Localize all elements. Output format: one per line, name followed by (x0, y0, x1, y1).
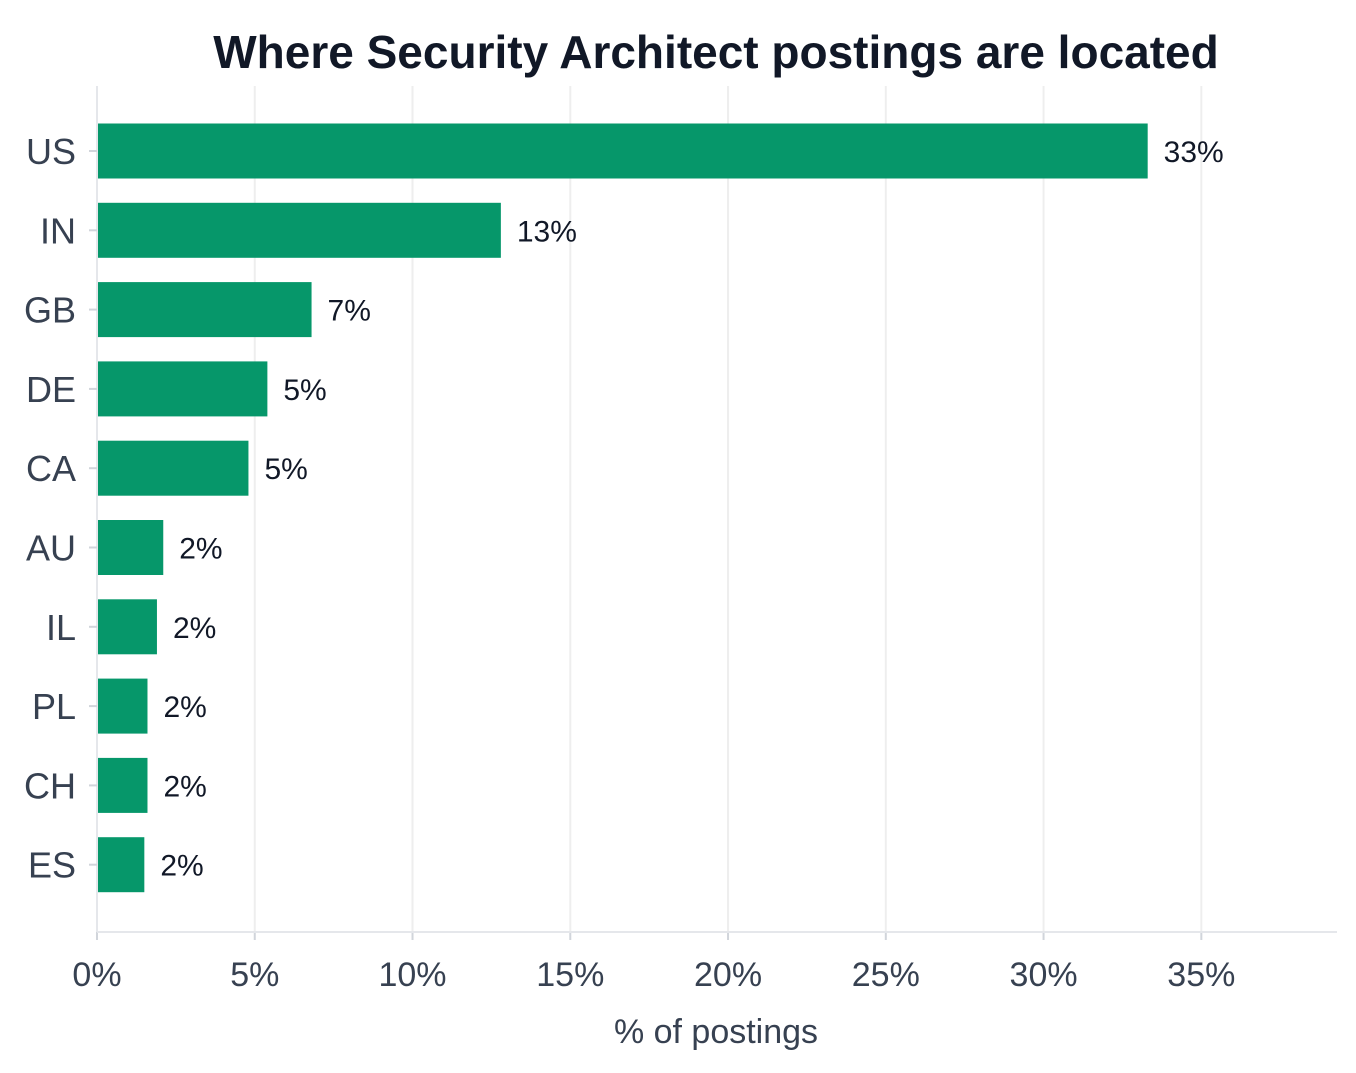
x-tick-label: 30% (1010, 956, 1078, 994)
x-tick-label: 25% (852, 956, 920, 994)
bar-de (97, 361, 268, 417)
bar-il (97, 599, 157, 655)
data-label: 2% (163, 691, 206, 724)
data-label: 2% (163, 770, 206, 803)
x-tick-label: 20% (694, 956, 762, 994)
labels: 0% 5% 10% 15% 20% 25% 30% 35% US 33% IN 13% GB 7% DE 5%… (24, 131, 1235, 994)
y-tick-label: US (26, 131, 76, 172)
x-axis-label: % of postings (614, 1013, 818, 1051)
bar-pl (97, 678, 148, 734)
data-label: 2% (179, 533, 222, 566)
y-tick-label: ES (28, 845, 76, 886)
x-tick-label: 0% (72, 956, 121, 994)
data-label: 33% (1164, 136, 1224, 169)
data-label: 13% (517, 215, 577, 248)
bar-ca (97, 440, 249, 496)
chart-title: Where Security Architect postings are lo… (213, 26, 1218, 78)
axes (89, 86, 1337, 940)
x-tick-label: 15% (536, 956, 604, 994)
data-label: 2% (160, 850, 203, 883)
y-tick-label: CH (24, 765, 76, 806)
bar-gb (97, 282, 312, 338)
x-tick-label: 10% (378, 956, 446, 994)
data-label: 7% (328, 295, 371, 328)
data-label: 5% (264, 453, 307, 486)
y-tick-label: IN (40, 210, 76, 251)
y-tick-label: GB (24, 290, 76, 331)
data-label: 5% (283, 374, 326, 407)
y-tick-label: DE (26, 369, 76, 410)
x-tick-label: 35% (1167, 956, 1235, 994)
x-tick-label: 5% (230, 956, 279, 994)
bar-us (97, 123, 1148, 179)
y-tick-label: IL (46, 607, 76, 648)
y-tick-label: PL (32, 686, 76, 727)
bar-es (97, 837, 145, 893)
bar-in (97, 202, 501, 258)
bars (97, 123, 1148, 893)
y-tick-label: CA (26, 448, 76, 489)
data-label: 2% (173, 612, 216, 645)
bar-au (97, 520, 164, 575)
y-tick-label: AU (26, 528, 76, 569)
bar-ch (97, 757, 148, 813)
